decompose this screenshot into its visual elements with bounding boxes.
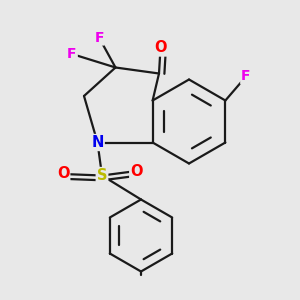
Text: F: F bbox=[94, 31, 104, 44]
Text: N: N bbox=[91, 135, 104, 150]
Text: O: O bbox=[130, 164, 143, 178]
Text: S: S bbox=[97, 168, 107, 183]
Text: O: O bbox=[154, 40, 167, 56]
Text: O: O bbox=[57, 167, 69, 182]
Text: F: F bbox=[67, 47, 77, 61]
Text: F: F bbox=[241, 70, 251, 83]
